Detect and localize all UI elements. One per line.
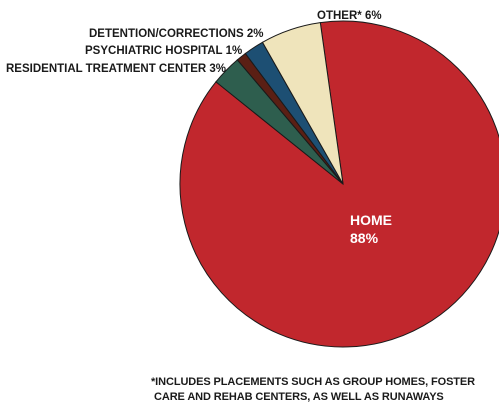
- label-home-name: HOME: [350, 212, 392, 228]
- label-detention-corrections: DETENTION/CORRECTIONS 2%: [89, 28, 263, 40]
- footnote-line-2: CARE AND REHAB CENTERS, AS WELL AS RUNAW…: [154, 391, 444, 403]
- label-psychiatric-hospital: PSYCHIATRIC HOSPITAL 1%: [85, 45, 242, 57]
- pie-slice-other: [261, 22, 344, 185]
- label-residential-treatment-center: RESIDENTIAL TREATMENT CENTER 3%: [6, 63, 226, 75]
- pie-slices: [179, 20, 499, 348]
- pie-slice-home: [179, 20, 499, 348]
- footnote-line-1: *INCLUDES PLACEMENTS SUCH AS GROUP HOMES…: [151, 376, 476, 388]
- label-home-value: 88%: [350, 230, 379, 246]
- footnote: *INCLUDES PLACEMENTS SUCH AS GROUP HOMES…: [151, 375, 491, 405]
- label-other: OTHER* 6%: [317, 10, 382, 22]
